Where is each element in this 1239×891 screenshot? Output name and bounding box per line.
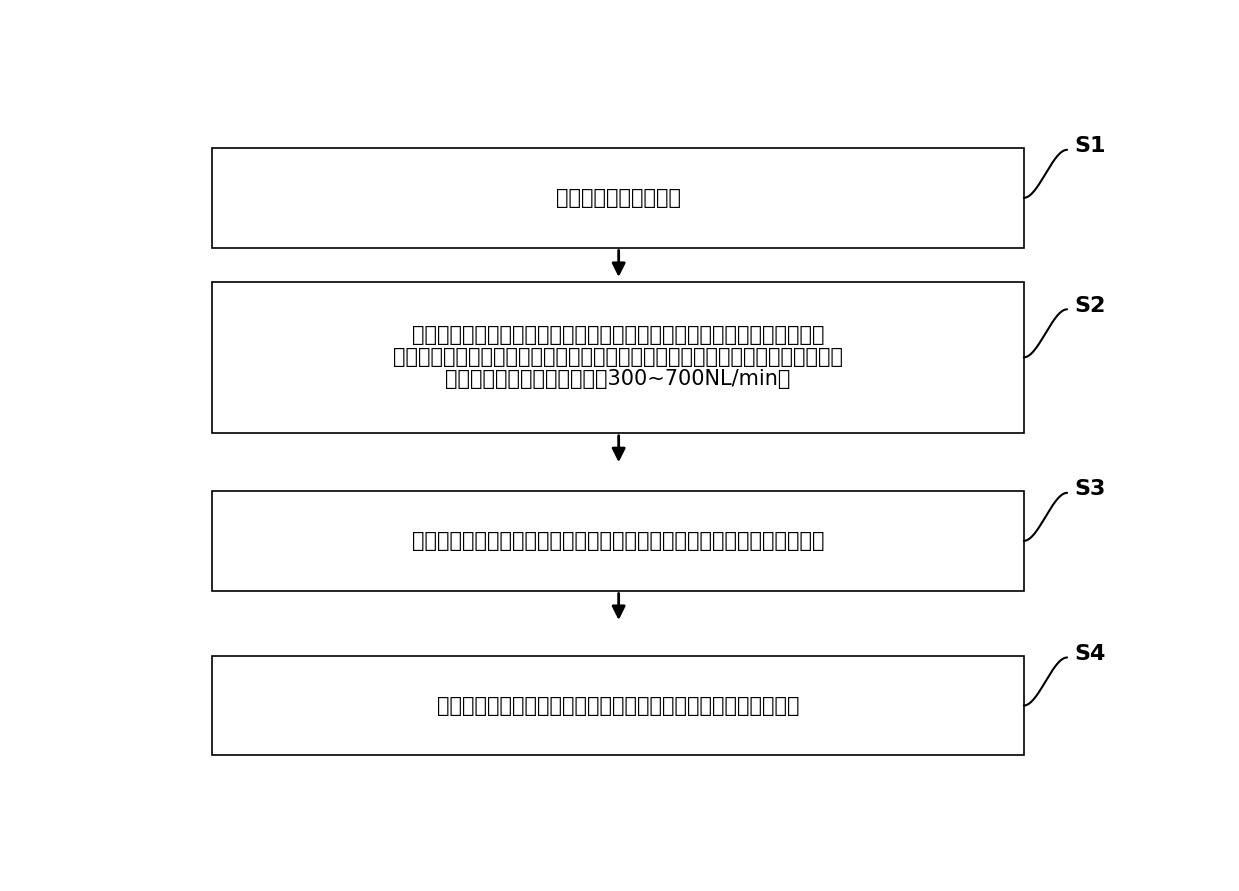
Text: 的铁水中，所述气体的流量为300~700NL/min。: 的铁水中，所述气体的流量为300~700NL/min。 xyxy=(446,369,790,389)
Text: S2: S2 xyxy=(1074,296,1106,316)
Text: 供气体，所述料仓提供脱硫剂，通过喷枪将以气体为载体的脱硫剂喷入所述搅拌中: 供气体，所述料仓提供脱硫剂，通过喷枪将以气体为载体的脱硫剂喷入所述搅拌中 xyxy=(393,347,844,367)
Bar xyxy=(213,656,1023,756)
Text: 在所述二次搅拌结束后，依次提升搅拌头和二次扒渣，完成脱硫。: 在所述二次搅拌结束后，依次提升搅拌头和二次扒渣，完成脱硫。 xyxy=(437,696,799,715)
Bar xyxy=(213,282,1023,433)
Text: S3: S3 xyxy=(1074,479,1106,499)
Text: 在所述一次扒渣后，下降搅拌头到铁水液面以下进行搅拌，所述外界气源提: 在所述一次扒渣后，下降搅拌头到铁水液面以下进行搅拌，所述外界气源提 xyxy=(411,325,824,346)
Bar xyxy=(213,491,1023,591)
Text: S4: S4 xyxy=(1074,644,1106,664)
Bar xyxy=(213,148,1023,248)
Text: S1: S1 xyxy=(1074,136,1106,156)
Text: 在所述脱硫剂喷入所述搅拌中的铁水完成时，提高所述搅拌头的搅拌速率。: 在所述脱硫剂喷入所述搅拌中的铁水完成时，提高所述搅拌头的搅拌速率。 xyxy=(411,531,824,551)
Text: 对铁水进行一次扒渣。: 对铁水进行一次扒渣。 xyxy=(555,188,680,208)
